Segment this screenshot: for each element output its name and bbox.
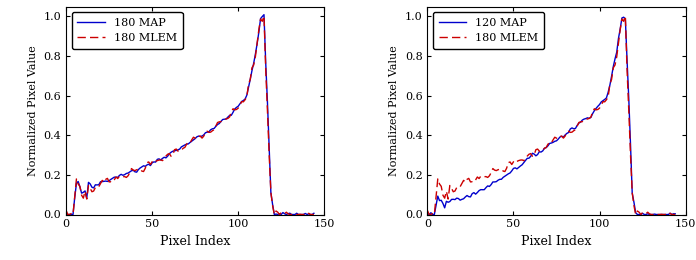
120 MAP xyxy=(437,199,445,202)
180 MLEM xyxy=(258,20,267,23)
120 MAP xyxy=(657,213,665,216)
Y-axis label: Normalized Pixel Value: Normalized Pixel Value xyxy=(389,45,400,176)
180 MLEM xyxy=(437,185,445,188)
120 MAP xyxy=(671,212,679,215)
180 MLEM xyxy=(657,213,665,216)
180 MLEM xyxy=(425,213,434,216)
180 MLEM xyxy=(427,213,435,216)
180 MAP xyxy=(310,212,318,215)
Line: 180 MLEM: 180 MLEM xyxy=(66,16,314,214)
180 MLEM xyxy=(76,185,84,188)
Legend: 180 MAP, 180 MLEM: 180 MAP, 180 MLEM xyxy=(72,12,182,49)
Line: 180 MAP: 180 MAP xyxy=(66,15,314,214)
180 MAP xyxy=(294,213,303,216)
180 MLEM xyxy=(207,131,215,134)
180 MLEM xyxy=(671,213,679,216)
180 MLEM xyxy=(63,213,72,216)
180 MLEM xyxy=(260,14,268,17)
X-axis label: Pixel Index: Pixel Index xyxy=(521,235,592,248)
180 MLEM xyxy=(310,213,318,216)
120 MAP xyxy=(568,126,576,129)
120 MAP xyxy=(425,213,434,216)
180 MLEM xyxy=(619,20,628,23)
180 MLEM xyxy=(251,55,260,58)
Y-axis label: Normalized Pixel Value: Normalized Pixel Value xyxy=(28,45,38,176)
180 MAP xyxy=(249,62,258,65)
120 MAP xyxy=(621,17,629,20)
180 MAP xyxy=(256,17,264,20)
Line: 180 MLEM: 180 MLEM xyxy=(427,16,675,214)
180 MAP xyxy=(74,180,82,183)
X-axis label: Pixel Index: Pixel Index xyxy=(160,235,230,248)
180 MLEM xyxy=(423,209,432,212)
180 MLEM xyxy=(621,14,629,17)
Legend: 120 MAP, 180 MLEM: 120 MAP, 180 MLEM xyxy=(433,12,544,49)
120 MAP xyxy=(612,51,621,54)
180 MAP xyxy=(62,213,70,216)
180 MLEM xyxy=(62,209,70,212)
180 MLEM xyxy=(65,213,74,216)
120 MAP xyxy=(427,211,435,214)
120 MAP xyxy=(423,212,432,215)
180 MAP xyxy=(205,130,213,133)
180 MLEM xyxy=(296,213,304,216)
180 MAP xyxy=(260,13,268,16)
Line: 120 MAP: 120 MAP xyxy=(427,17,675,214)
180 MLEM xyxy=(612,55,621,58)
180 MLEM xyxy=(568,131,576,134)
180 MAP xyxy=(63,213,72,216)
120 MAP xyxy=(619,16,628,19)
